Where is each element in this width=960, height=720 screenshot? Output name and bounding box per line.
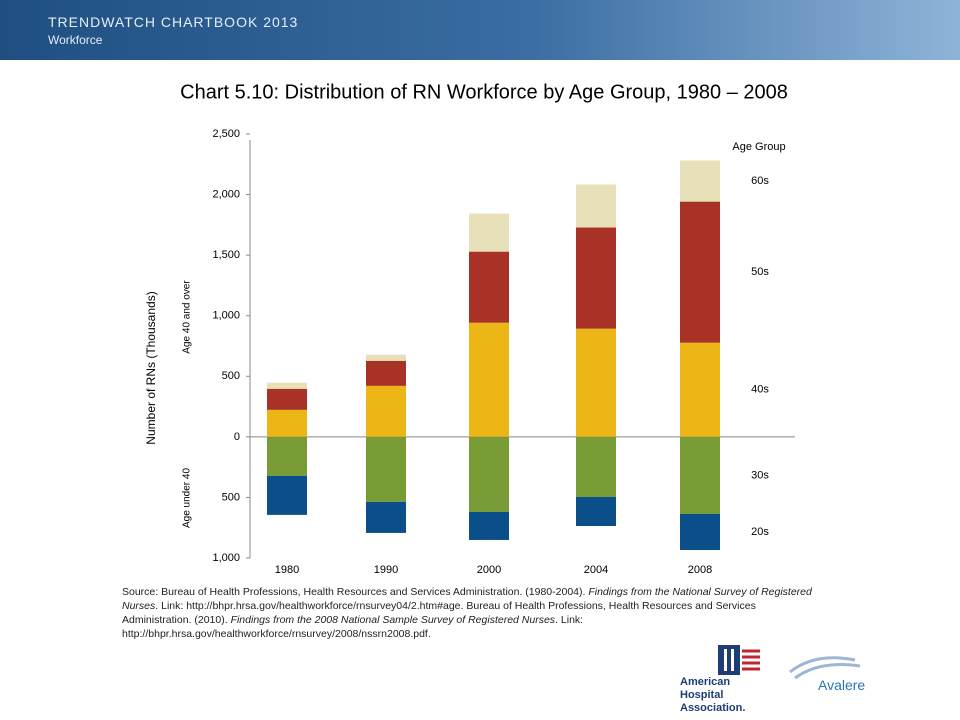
bar-segment	[267, 409, 307, 437]
y-tick-label: 1,000	[212, 310, 240, 322]
bar-segment	[366, 354, 406, 361]
x-tick-label: 1980	[275, 564, 299, 576]
aha-logo-mark	[718, 645, 760, 675]
bar-segment	[267, 388, 307, 410]
y-tick-label: 500	[222, 491, 240, 503]
avalere-logo-mark	[789, 656, 861, 680]
lower-group-label: Age under 40	[182, 468, 193, 528]
legend-label: 40s	[751, 384, 769, 396]
y-tick-label: 500	[222, 370, 240, 382]
header: TRENDWATCH CHARTBOOK 2013 Workforce	[0, 0, 960, 60]
y-tick-label: 1,000	[212, 552, 240, 564]
legend-label: 50s	[751, 266, 769, 278]
bar-segment	[680, 342, 720, 437]
y-tick-label: 0	[234, 431, 240, 443]
source-text: Findings from the National Survey of Reg…	[122, 586, 812, 612]
x-tick-label: 1990	[374, 564, 398, 576]
y-tick-label: 1,500	[212, 249, 240, 261]
header-title: TRENDWATCH CHARTBOOK 2013	[48, 14, 299, 30]
y-axis-label: Number of RNs (Thousands)	[144, 291, 158, 444]
bar-segment	[469, 436, 509, 512]
source-text: Findings from the 2008 National Sample S…	[230, 614, 556, 626]
bar-segment	[680, 513, 720, 551]
x-tick-label: 2004	[584, 564, 608, 576]
x-tick-label: 2008	[688, 564, 712, 576]
bar-segment	[576, 496, 616, 527]
chart-title: Chart 5.10: Distribution of RN Workforce…	[180, 81, 788, 103]
bar-segment	[267, 475, 307, 515]
legend-label: 60s	[751, 175, 769, 187]
legend-label: 20s	[751, 526, 769, 538]
avalere-logo: Avalere	[818, 677, 866, 693]
bar-segment	[469, 251, 509, 323]
bar-segment	[366, 385, 406, 437]
bar-segment	[469, 322, 509, 437]
bar-segment	[576, 328, 616, 437]
source-text: Source: Bureau of Health Professions, He…	[122, 586, 589, 598]
legend-title: Age Group	[732, 141, 785, 153]
bar-segment	[576, 436, 616, 497]
source: Source: Bureau of Health Professions, He…	[122, 585, 812, 641]
bar-segment	[267, 382, 307, 389]
source-text: . Link: http://bhpr.hrsa.gov/healthworkf…	[122, 600, 756, 626]
bar-segment	[680, 436, 720, 514]
aha-logo: American Hospital Association.	[680, 676, 746, 714]
x-tick-label: 2000	[477, 564, 501, 576]
bar-segment	[366, 436, 406, 502]
bar-segment	[576, 184, 616, 228]
source-text: . Link: http://bhpr.hrsa.gov/healthworkf…	[122, 614, 584, 640]
bar-segment	[366, 501, 406, 533]
bar-segment	[267, 436, 307, 476]
y-tick-label: 2,500	[212, 128, 240, 140]
y-tick-label: 2,000	[212, 188, 240, 200]
upper-group-label: Age 40 and over	[182, 280, 193, 354]
chart: Chart 5.10: Distribution of RN Workforce…	[144, 81, 795, 576]
bar-segment	[576, 227, 616, 329]
bar-segment	[680, 160, 720, 202]
bar-segment	[680, 201, 720, 343]
header-subtitle: Workforce	[48, 33, 103, 47]
bar-segment	[469, 213, 509, 252]
bar-segment	[366, 360, 406, 386]
bar-segment	[469, 511, 509, 540]
legend-label: 30s	[751, 469, 769, 481]
